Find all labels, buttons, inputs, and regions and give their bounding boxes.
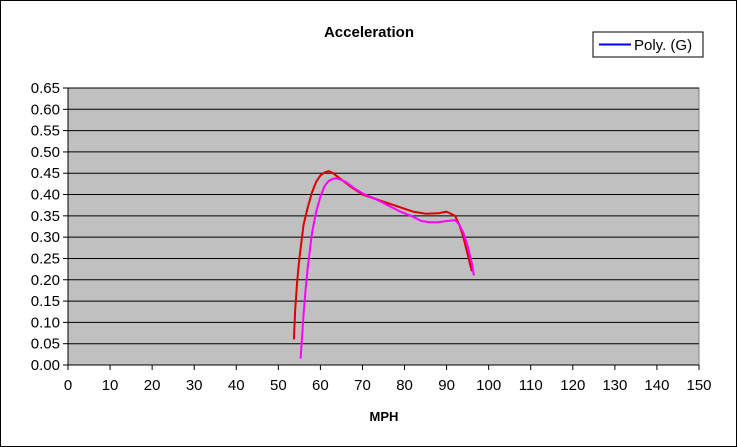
y-tick-label: 0.30 [31, 229, 60, 246]
x-tick-label: 40 [228, 377, 245, 394]
legend-label-poly-g: Poly. (G) [634, 37, 692, 54]
y-tick-label: 0.65 [31, 80, 60, 97]
x-tick-label: 130 [602, 377, 627, 394]
y-tick-label: 0.25 [31, 250, 60, 267]
y-tick-label: 0.50 [31, 144, 60, 161]
x-tick-label: 20 [144, 377, 161, 394]
series-line-2 [299, 177, 475, 359]
x-tick-label: 10 [102, 377, 119, 394]
plot-area: 0.00 0.05 0.10 0.15 0.20 0.25 0.30 0.35 0.40 0.45… [31, 80, 712, 394]
y-tick-label: 0.40 [31, 187, 60, 204]
x-axis-label: MPH [370, 409, 399, 424]
x-tick-label: 120 [560, 377, 585, 394]
x-tick-label: 50 [270, 377, 287, 394]
x-tick-label: 150 [686, 377, 711, 394]
chart-title: Acceleration [324, 24, 414, 41]
x-tick-label: 140 [644, 377, 669, 394]
x-tick-label: 70 [354, 377, 371, 394]
legend: Poly. (G) [592, 31, 704, 58]
y-tick-label: 0.60 [31, 101, 60, 118]
x-tick-label: 0 [64, 377, 72, 394]
plot-background [67, 87, 700, 366]
y-tick-label: 0.05 [31, 336, 60, 353]
x-tick-label: 30 [186, 377, 203, 394]
y-tick-label: 0.20 [31, 272, 60, 289]
x-tick-label: 60 [312, 377, 329, 394]
x-tick-label: 110 [519, 377, 543, 394]
y-tick-label: 0.55 [31, 123, 60, 140]
y-tick-label: 0.15 [31, 293, 60, 310]
x-tick-label: 80 [396, 377, 413, 394]
y-tick-label: 0.45 [31, 165, 60, 182]
y-tick-label: 0.00 [31, 357, 60, 374]
y-tick-label: 0.10 [31, 314, 60, 331]
x-tick-label: 100 [476, 377, 501, 394]
x-tick-label: 90 [438, 377, 455, 394]
y-tick-label: 0.35 [31, 208, 60, 225]
